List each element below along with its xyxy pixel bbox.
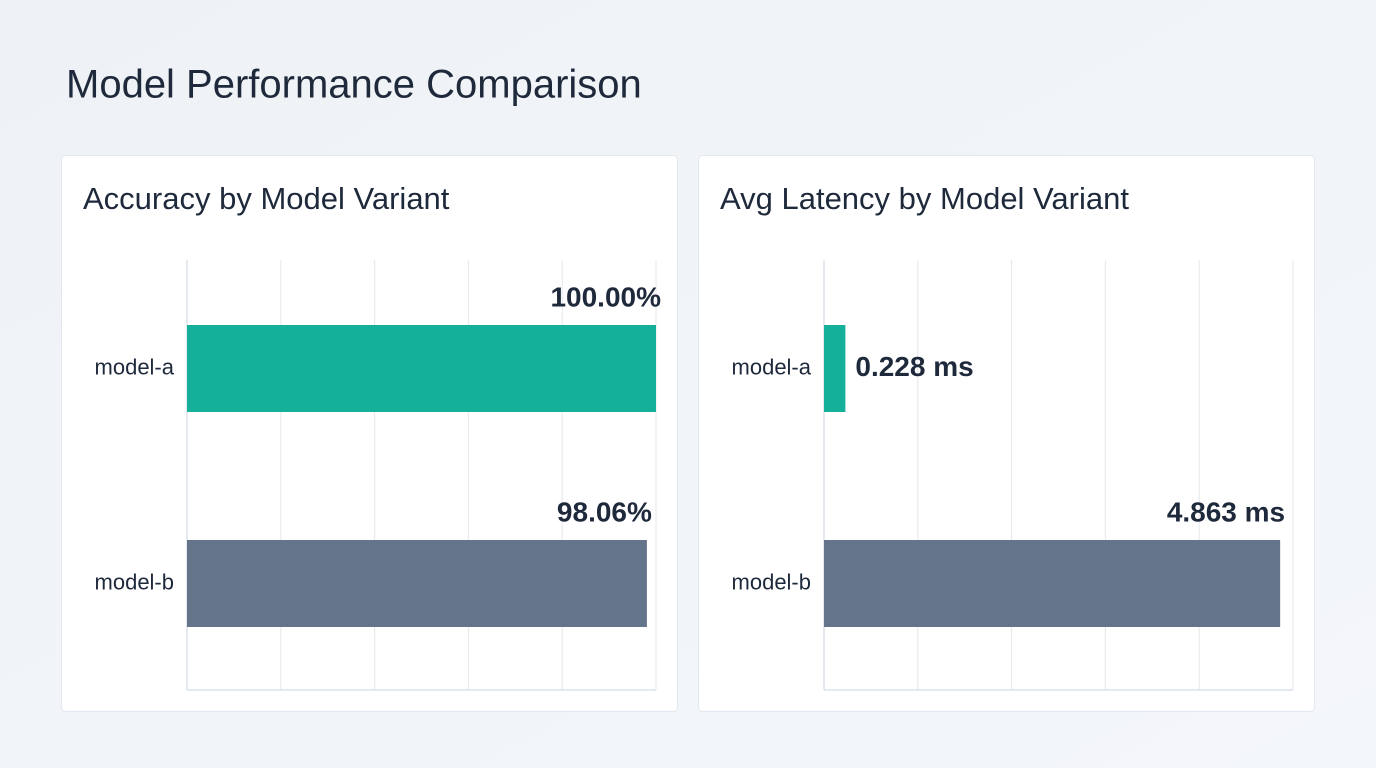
category-label: model-a: [95, 354, 175, 379]
value-label: 98.06%: [557, 496, 652, 527]
card: [698, 155, 1315, 712]
chart-title: Accuracy by Model Variant: [83, 181, 450, 216]
value-label: 4.863 ms: [1167, 496, 1285, 527]
page-title: Model Performance Comparison: [66, 63, 642, 107]
bar: [187, 540, 647, 627]
category-label: model-b: [732, 569, 811, 594]
category-label: model-b: [95, 569, 174, 594]
bar: [824, 325, 846, 412]
card: [61, 155, 678, 712]
bar: [824, 540, 1281, 627]
bar: [187, 325, 656, 412]
value-label: 100.00%: [550, 281, 661, 312]
category-label: model-a: [732, 354, 812, 379]
chart-title: Avg Latency by Model Variant: [720, 181, 1129, 216]
value-label: 0.228 ms: [855, 351, 973, 382]
